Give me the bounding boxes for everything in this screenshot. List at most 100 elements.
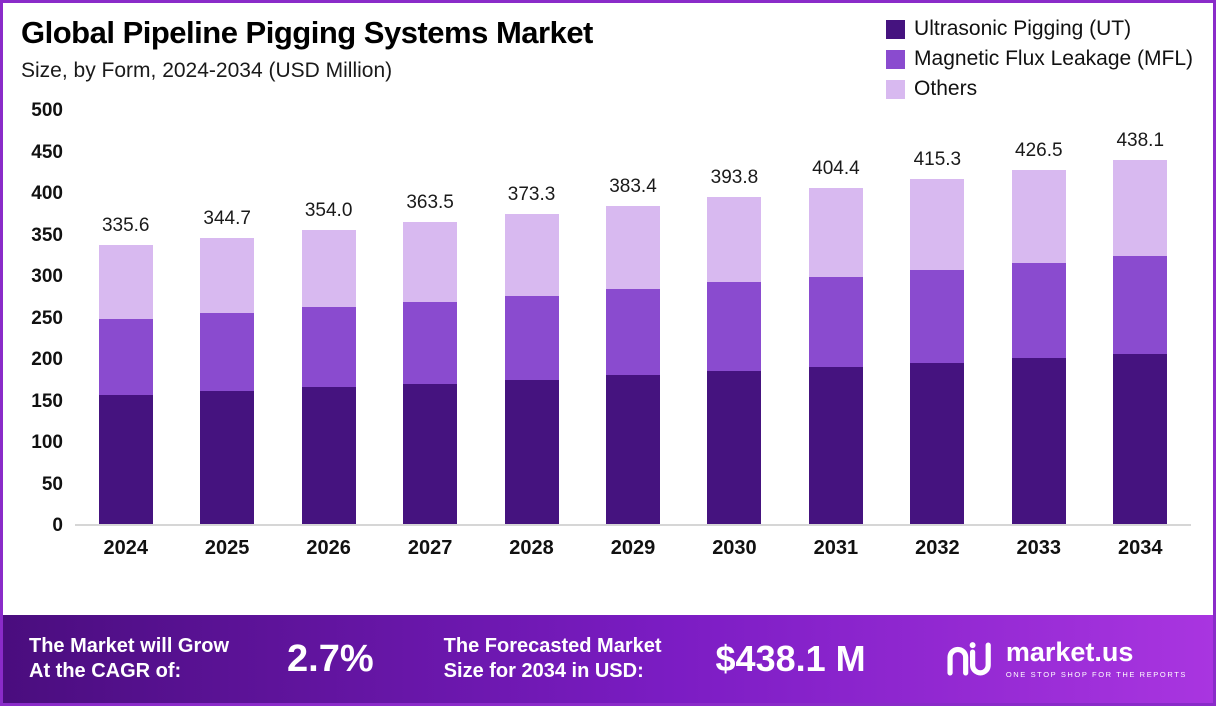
bar-segment-ultrasonic-pigging-ut[interactable] <box>98 394 153 524</box>
bar-stack <box>504 214 559 524</box>
bar-segment-ultrasonic-pigging-ut[interactable] <box>707 371 762 524</box>
bar-column[interactable]: 354.0 <box>278 111 379 524</box>
cagr-label-line2: At the CAGR of: <box>29 660 182 682</box>
bar-stack <box>605 205 660 524</box>
plot-area: 335.6 344.7 354.0 363.5 373.3 383.4 393.8 404.4… <box>75 111 1191 570</box>
brand-name: market.us <box>1005 637 1134 667</box>
bar-segment-others[interactable] <box>403 222 458 302</box>
bar-column[interactable]: 373.3 <box>481 111 582 524</box>
bar-segment-others[interactable] <box>910 179 965 271</box>
stacked-bar-chart: 0 50 100 150 200 250 300 350 400 450 500 335.6 344.… <box>3 100 1213 570</box>
bar-segment-others[interactable] <box>808 188 863 277</box>
forecast-label: The Forecasted Market Size for 2034 in U… <box>444 634 662 684</box>
legend-item[interactable]: Ultrasonic Pigging (UT) <box>886 17 1193 41</box>
y-tick-label: 450 <box>31 141 63 163</box>
bar-segment-magnetic-flux-leakage-mfl[interactable] <box>808 276 863 368</box>
bar-segment-ultrasonic-pigging-ut[interactable] <box>403 383 458 524</box>
bar-segment-magnetic-flux-leakage-mfl[interactable] <box>1011 262 1066 358</box>
x-axis-label: 2030 <box>712 536 757 559</box>
forecast-value: $438.1 M <box>715 638 866 679</box>
legend-label: Magnetic Flux Leakage (MFL) <box>914 47 1193 70</box>
bar-segment-magnetic-flux-leakage-mfl[interactable] <box>707 282 762 372</box>
legend-item[interactable]: Magnetic Flux Leakage (MFL) <box>886 47 1193 71</box>
bar-stack <box>1011 170 1066 524</box>
bar-segment-magnetic-flux-leakage-mfl[interactable] <box>605 289 660 376</box>
y-tick-label: 500 <box>31 100 63 121</box>
legend-item[interactable]: Others <box>886 77 1193 101</box>
bar-value-label: 373.3 <box>507 184 556 206</box>
legend-swatch <box>886 79 906 99</box>
bar-segment-magnetic-flux-leakage-mfl[interactable] <box>200 313 255 392</box>
bar-column[interactable]: 383.4 <box>582 111 683 524</box>
bar-segment-ultrasonic-pigging-ut[interactable] <box>504 379 559 524</box>
cagr-value: 2.7% <box>287 637 374 680</box>
bar-segment-ultrasonic-pigging-ut[interactable] <box>910 362 965 524</box>
bar-value-label: 404.4 <box>812 158 860 180</box>
bar-stack <box>403 222 458 524</box>
bar-column[interactable]: 335.6 <box>75 111 176 524</box>
bar-column[interactable]: 344.7 <box>176 111 277 524</box>
bar-segment-magnetic-flux-leakage-mfl[interactable] <box>301 307 356 388</box>
y-tick-label: 0 <box>52 515 63 536</box>
bar-segment-others[interactable] <box>200 237 255 314</box>
bar-column[interactable]: 363.5 <box>379 111 480 524</box>
cagr-label: The Market will Grow At the CAGR of: <box>29 634 229 684</box>
bars: 335.6 344.7 354.0 363.5 373.3 383.4 393.8 404.4… <box>75 111 1191 526</box>
brand-text: market.us ONE STOP SHOP FOR THE REPORTS <box>1005 637 1187 680</box>
bar-segment-magnetic-flux-leakage-mfl[interactable] <box>1113 255 1168 354</box>
bar-segment-ultrasonic-pigging-ut[interactable] <box>1113 353 1168 524</box>
bar-stack <box>1113 160 1168 524</box>
y-tick-label: 250 <box>31 307 63 329</box>
bar-segment-others[interactable] <box>1113 160 1168 256</box>
y-tick-label: 350 <box>31 224 63 246</box>
cagr-label-line1: The Market will Grow <box>29 635 230 657</box>
x-axis-label: 2034 <box>1118 536 1163 559</box>
bar-segment-others[interactable] <box>301 230 356 308</box>
bar-segment-others[interactable] <box>1011 170 1066 263</box>
bar-segment-ultrasonic-pigging-ut[interactable] <box>200 391 255 524</box>
x-axis-label: 2025 <box>204 536 250 559</box>
bar-column[interactable]: 415.3 <box>887 111 988 524</box>
y-tick-label: 50 <box>41 473 63 495</box>
bar-stack <box>707 197 762 524</box>
footer-banner: The Market will Grow At the CAGR of: 2.7… <box>3 615 1213 703</box>
bar-value-label: 383.4 <box>609 175 657 197</box>
bar-segment-magnetic-flux-leakage-mfl[interactable] <box>98 319 153 395</box>
bar-segment-magnetic-flux-leakage-mfl[interactable] <box>910 270 965 363</box>
bar-stack <box>200 237 255 524</box>
bar-segment-ultrasonic-pigging-ut[interactable] <box>808 367 863 524</box>
bar-segment-magnetic-flux-leakage-mfl[interactable] <box>403 301 458 384</box>
forecast-label-line2: Size for 2034 in USD: <box>443 660 644 682</box>
page-subtitle: Size, by Form, 2024-2034 (USD Million) <box>21 59 393 82</box>
y-tick-label: 100 <box>31 432 63 453</box>
bar-segment-others[interactable] <box>98 245 153 320</box>
bar-value-label: 335.6 <box>101 215 150 237</box>
brand-block[interactable]: market.us ONE STOP SHOP FOR THE REPORTS <box>944 639 1187 679</box>
page-title: Global Pipeline Pigging Systems Market <box>21 15 593 50</box>
bar-value-label: 415.3 <box>913 149 962 171</box>
chart-header: Global Pipeline Pigging Systems Market S… <box>3 3 1213 101</box>
bar-segment-others[interactable] <box>707 197 762 283</box>
legend-label: Ultrasonic Pigging (UT) <box>914 17 1132 40</box>
bar-column[interactable]: 426.5 <box>988 111 1089 524</box>
bar-segment-ultrasonic-pigging-ut[interactable] <box>605 375 660 524</box>
bar-segment-ultrasonic-pigging-ut[interactable] <box>301 387 356 524</box>
legend-swatch <box>886 49 906 69</box>
bar-segment-others[interactable] <box>504 214 559 296</box>
bar-column[interactable]: 404.4 <box>785 111 886 524</box>
bar-segment-ultrasonic-pigging-ut[interactable] <box>1011 358 1066 524</box>
y-axis: 0 50 100 150 200 250 300 350 400 450 500 <box>17 100 75 536</box>
bar-value-label: 393.8 <box>710 167 759 189</box>
bar-column[interactable]: 438.1 <box>1090 111 1191 524</box>
y-tick-label: 200 <box>31 349 63 370</box>
bar-value-label: 344.7 <box>203 207 251 229</box>
x-labels: 2024 2025 2026 2027 2028 2029 2030 2031 2032 2033… <box>75 526 1191 570</box>
bar-stack <box>808 188 863 524</box>
bar-value-label: 363.5 <box>406 192 454 214</box>
bar-segment-magnetic-flux-leakage-mfl[interactable] <box>504 295 559 380</box>
y-tick-label: 150 <box>31 390 63 412</box>
bar-column[interactable]: 393.8 <box>684 111 785 524</box>
bar-segment-others[interactable] <box>605 205 660 290</box>
y-tick-label: 300 <box>31 266 63 287</box>
